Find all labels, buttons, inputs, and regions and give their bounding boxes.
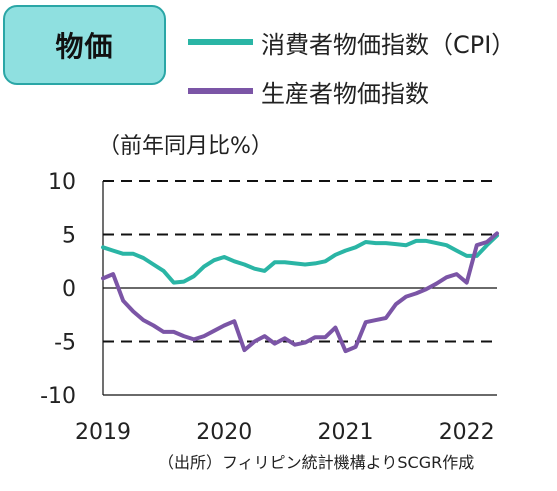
series-line-ppi (101, 231, 499, 354)
y-tick-label: -10 (40, 384, 76, 409)
x-tick-label: 2020 (196, 420, 252, 445)
grid-lines (103, 180, 497, 343)
y-tick-label: 10 (48, 170, 76, 195)
legend-item-ppi: 生産者物価指数 (188, 76, 429, 108)
legend-label-ppi: 生産者物価指数 (261, 79, 429, 108)
legend-label-cpi: 消費者物価指数（CPI） (261, 30, 516, 59)
y-tick-label: -5 (54, 331, 76, 356)
chart-title: 物価 (55, 30, 114, 63)
x-tick-label: 2019 (75, 420, 131, 445)
tick-labels: 10 5 0 -5 -10 2019 2020 2021 2022 (40, 170, 495, 445)
axes (102, 181, 497, 396)
y-unit-label: （前年同月比%） (98, 134, 273, 159)
y-tick-label: 0 (62, 277, 76, 302)
series-line-cpi (101, 233, 499, 285)
source-note: （出所）フィリピン統計機構よりSCGR作成 (158, 453, 475, 472)
x-tick-label: 2022 (439, 420, 495, 445)
y-tick-label: 5 (62, 224, 76, 249)
legend-swatch-ppi (188, 88, 253, 94)
title-badge: 物価 (3, 5, 166, 85)
x-tick-label: 2021 (317, 420, 373, 445)
legend-item-cpi: 消費者物価指数（CPI） (188, 27, 516, 59)
series-lines (101, 231, 499, 354)
legend-swatch-cpi (188, 39, 253, 45)
